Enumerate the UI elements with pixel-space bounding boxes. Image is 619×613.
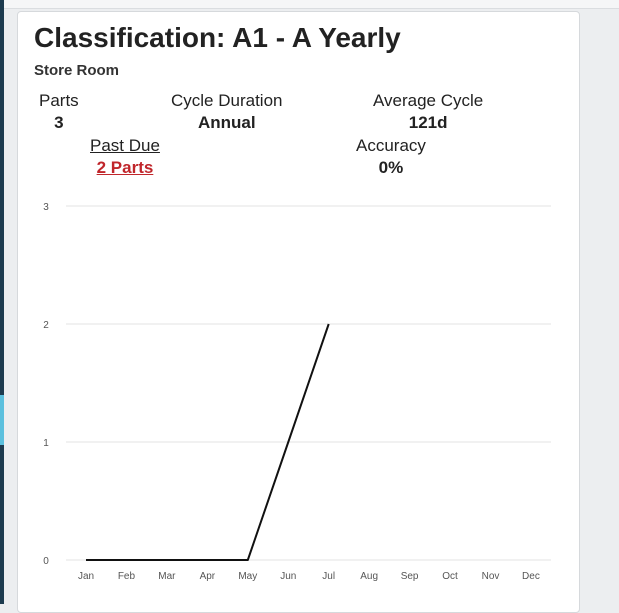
y-tick-label: 1 (43, 438, 49, 449)
stat-cycle-duration-value: Annual (197, 113, 256, 132)
y-tick-label: 3 (43, 202, 49, 213)
stat-average-cycle: Average Cycle 121d (373, 90, 483, 134)
stat-average-cycle-value: 121d (408, 113, 448, 132)
x-tick-label: Oct (442, 571, 458, 582)
stat-average-cycle-label: Average Cycle (373, 91, 484, 110)
stat-past-due-value[interactable]: 2 Parts (96, 158, 154, 177)
stat-accuracy-label: Accuracy (356, 136, 426, 155)
x-tick-label: Apr (200, 571, 216, 582)
stat-past-due[interactable]: Past Due 2 Parts (90, 135, 160, 179)
stat-accuracy-value: 0% (378, 158, 404, 177)
stat-past-due-label[interactable]: Past Due (90, 136, 160, 155)
stat-accuracy: Accuracy 0% (356, 135, 426, 179)
stat-parts: Parts 3 (39, 90, 79, 134)
x-tick-label: Mar (158, 571, 176, 582)
x-tick-label: Dec (522, 571, 540, 582)
x-tick-label: Jun (280, 571, 296, 582)
stat-parts-value: 3 (54, 113, 64, 132)
left-nav-strip (0, 0, 4, 604)
card-subtitle: Store Room (34, 62, 120, 79)
y-tick-label: 2 (43, 320, 49, 331)
x-tick-label: Jan (78, 571, 94, 582)
x-tick-label: May (238, 571, 257, 582)
stat-parts-label: Parts (39, 91, 79, 110)
left-nav-active-indicator (0, 395, 4, 445)
x-tick-label: Jul (322, 571, 335, 582)
card-title: Classification: A1 - A Yearly (34, 22, 401, 53)
x-tick-label: Feb (118, 571, 136, 582)
stat-cycle-duration-label: Cycle Duration (171, 91, 283, 110)
y-tick-label: 0 (43, 556, 49, 567)
top-bar (0, 0, 619, 9)
x-tick-label: Aug (360, 571, 378, 582)
x-tick-label: Nov (482, 571, 500, 582)
series-line-0 (86, 323, 330, 561)
stat-cycle-duration: Cycle Duration Annual (171, 90, 283, 134)
x-tick-label: Sep (401, 571, 419, 582)
